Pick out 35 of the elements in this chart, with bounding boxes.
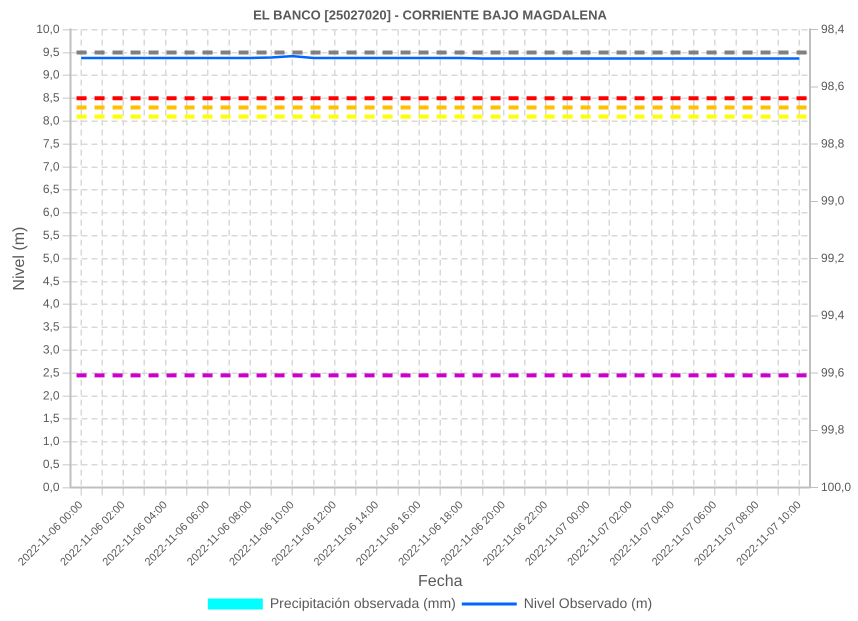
y-tick-label: 8,0 xyxy=(42,114,60,128)
y-tick-label: 10,0 xyxy=(36,22,60,36)
y-tick-label: 2,5 xyxy=(42,365,60,380)
y-tick-label: 4,0 xyxy=(42,296,60,311)
y-tick-label: 9,0 xyxy=(42,68,60,82)
y-tick-label: 5,0 xyxy=(42,250,60,265)
y-tick-label: 8,5 xyxy=(42,90,60,105)
y2-tick-label: 99,8 xyxy=(820,422,845,437)
y-tick-label: 3,0 xyxy=(42,342,60,357)
legend-label: Precipitación observada (mm) xyxy=(270,594,456,611)
chart-title: EL BANCO [25027020] - CORRIENTE BAJO MAGDALENA xyxy=(253,7,608,22)
y2-tick-label: 100,0 xyxy=(820,480,852,494)
y-tick-label: 1,5 xyxy=(42,411,60,426)
y2-tick-label: 98,4 xyxy=(820,22,845,36)
y2-tick-label: 98,8 xyxy=(820,136,845,150)
y2-tick-label: 99,6 xyxy=(820,365,845,380)
y-tick-label: 7,5 xyxy=(42,136,60,150)
legend-label: Nivel Observado (m) xyxy=(524,594,652,611)
y-tick-label: 9,5 xyxy=(42,44,60,59)
y-tick-label: 7,0 xyxy=(42,159,60,174)
y-tick-label: 0,5 xyxy=(42,457,60,472)
y-tick-label: 2,0 xyxy=(42,388,60,402)
x-axis-title: Fecha xyxy=(418,572,463,590)
y-tick-label: 6,5 xyxy=(42,182,60,196)
y-tick-label: 5,5 xyxy=(42,228,60,242)
y-axis-title: Nivel (m) xyxy=(11,226,28,291)
y2-tick-label: 99,2 xyxy=(820,250,845,265)
y-tick-label: 0,0 xyxy=(42,480,60,494)
y-tick-label: 4,5 xyxy=(42,274,60,288)
y2-tick-label: 99,4 xyxy=(820,308,845,322)
y2-tick-label: 98,6 xyxy=(820,79,845,94)
y2-tick-label: 99,0 xyxy=(820,194,845,208)
y-tick-label: 1,0 xyxy=(42,434,60,448)
y-tick-label: 6,0 xyxy=(42,205,60,220)
y-tick-label: 3,5 xyxy=(42,320,60,334)
